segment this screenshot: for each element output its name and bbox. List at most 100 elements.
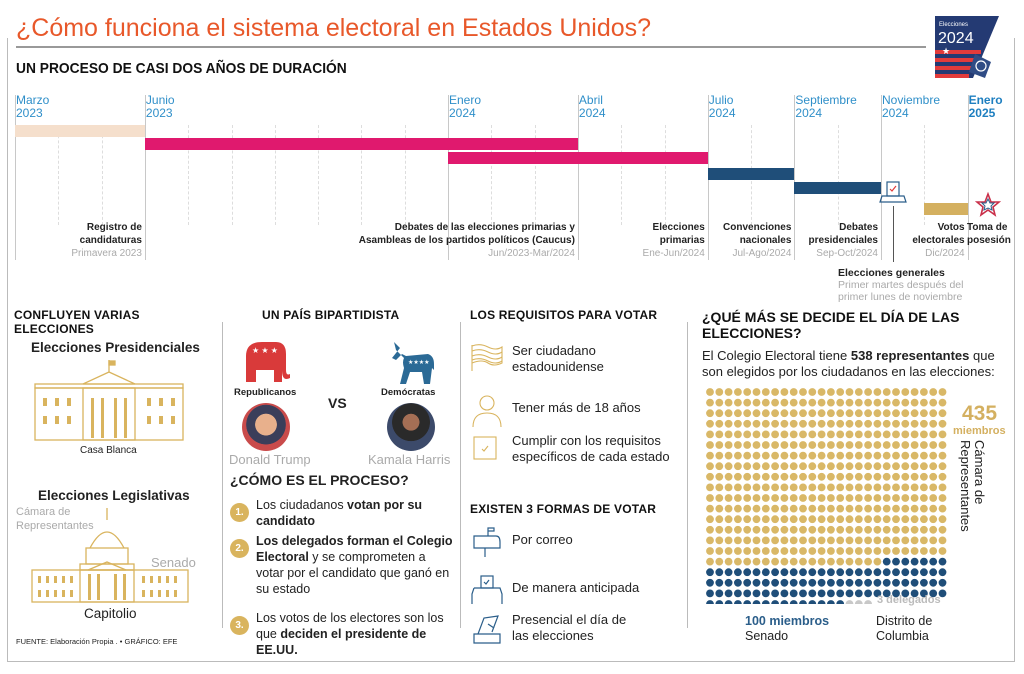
elector-dot: [929, 578, 938, 587]
elector-dot: [724, 525, 733, 534]
elector-dot: [836, 504, 845, 513]
elector-dot: [799, 409, 807, 418]
elector-dot: [734, 547, 742, 555]
elector-dot: [724, 462, 733, 471]
elector-dot: [845, 388, 854, 396]
elector-dot: [827, 515, 835, 524]
elector-dot: [827, 600, 835, 604]
elector-dot: [910, 578, 919, 587]
elector-dot: [938, 578, 947, 587]
electoral-college-dot-grid: [706, 388, 947, 604]
month-gridline: [837, 125, 839, 225]
elector-dot: [901, 430, 910, 439]
elector-dot: [706, 441, 714, 449]
elector-dot: [706, 589, 714, 598]
elector-dot: [724, 419, 733, 428]
elector-dot: [938, 525, 947, 534]
elector-dot: [706, 494, 714, 502]
month-label: Abril 2024: [578, 93, 606, 120]
vs-label: VS: [328, 395, 347, 411]
elector-dot: [761, 388, 770, 396]
elector-dot: [873, 388, 882, 396]
elector-dot: [808, 451, 817, 460]
elector-dot: [724, 430, 733, 439]
capitol-label: Capitolio: [84, 606, 137, 621]
elector-dot: [920, 578, 928, 587]
elector-dot: [799, 578, 807, 587]
elector-dot: [864, 557, 872, 566]
elector-dot: [752, 398, 761, 407]
elector-dot: [873, 536, 882, 545]
elector-dot: [901, 589, 910, 598]
major-gridline: [577, 95, 579, 260]
elector-dot: [808, 494, 817, 502]
elector-dot: [715, 483, 724, 492]
checkbox-icon: [470, 433, 500, 468]
elector-dot: [724, 557, 733, 566]
elector-dot: [882, 398, 891, 407]
elector-dot: [715, 451, 724, 460]
elector-dot: [789, 525, 798, 534]
elector-dot: [799, 494, 807, 502]
elector-dot: [761, 515, 770, 524]
elector-dot: [817, 525, 826, 534]
elector-dot: [864, 451, 872, 460]
elector-dot: [706, 419, 714, 428]
elector-dot: [920, 398, 928, 407]
elector-dot: [873, 578, 882, 587]
elector-dot: [706, 451, 714, 460]
elector-dot: [743, 515, 752, 524]
elector-dot: [752, 483, 761, 492]
elector-dot: [901, 525, 910, 534]
elector-dot: [854, 388, 863, 396]
hand-ballot-icon: [470, 612, 504, 649]
white-house-label: Casa Blanca: [80, 445, 137, 456]
elector-dot: [734, 557, 742, 566]
elector-dot: [910, 451, 919, 460]
elector-dot: [864, 462, 872, 471]
elector-dot: [920, 494, 928, 502]
timeline-bar: [448, 152, 708, 164]
elector-dot: [910, 547, 919, 555]
elector-dot: [929, 547, 938, 555]
elector-dot: [789, 600, 798, 604]
elector-dot: [845, 515, 854, 524]
elector-dot: [892, 547, 900, 555]
elector-dot: [734, 472, 742, 481]
college-heading: ¿QUÉ MÁS SE DECIDE EL DÍA DE LAS ELECCION…: [702, 309, 960, 341]
elector-dot: [864, 515, 872, 524]
elector-dot: [882, 451, 891, 460]
elector-dot: [836, 547, 845, 555]
elector-dot: [780, 525, 789, 534]
month-label: Julio 2024: [708, 93, 736, 120]
elector-dot: [854, 472, 863, 481]
elector-dot: [827, 589, 835, 598]
elector-dot: [920, 430, 928, 439]
elector-dot: [808, 547, 817, 555]
month-gridline: [274, 125, 276, 225]
elector-dot: [780, 578, 789, 587]
elector-dot: [724, 441, 733, 449]
elector-dot: [752, 472, 761, 481]
elector-dot: [780, 441, 789, 449]
elector-dot: [780, 388, 789, 396]
elector-dot: [706, 568, 714, 577]
elector-dot: [892, 398, 900, 407]
elector-dot: [827, 547, 835, 555]
elector-dot: [724, 568, 733, 577]
elector-dot: [938, 547, 947, 555]
house-unit: miembros: [953, 425, 1006, 437]
elector-dot: [743, 398, 752, 407]
elector-dot: [938, 472, 947, 481]
elector-dot: [808, 409, 817, 418]
elector-dot: [854, 589, 863, 598]
elector-dot: [827, 494, 835, 502]
trump-name: Donald Trump: [229, 452, 311, 467]
elector-dot: [771, 462, 779, 471]
elector-dot: [845, 419, 854, 428]
month-gridline: [404, 125, 406, 225]
elector-dot: [901, 515, 910, 524]
elector-dot: [799, 547, 807, 555]
elector-dot: [854, 536, 863, 545]
senate-label: Senado: [151, 555, 196, 570]
